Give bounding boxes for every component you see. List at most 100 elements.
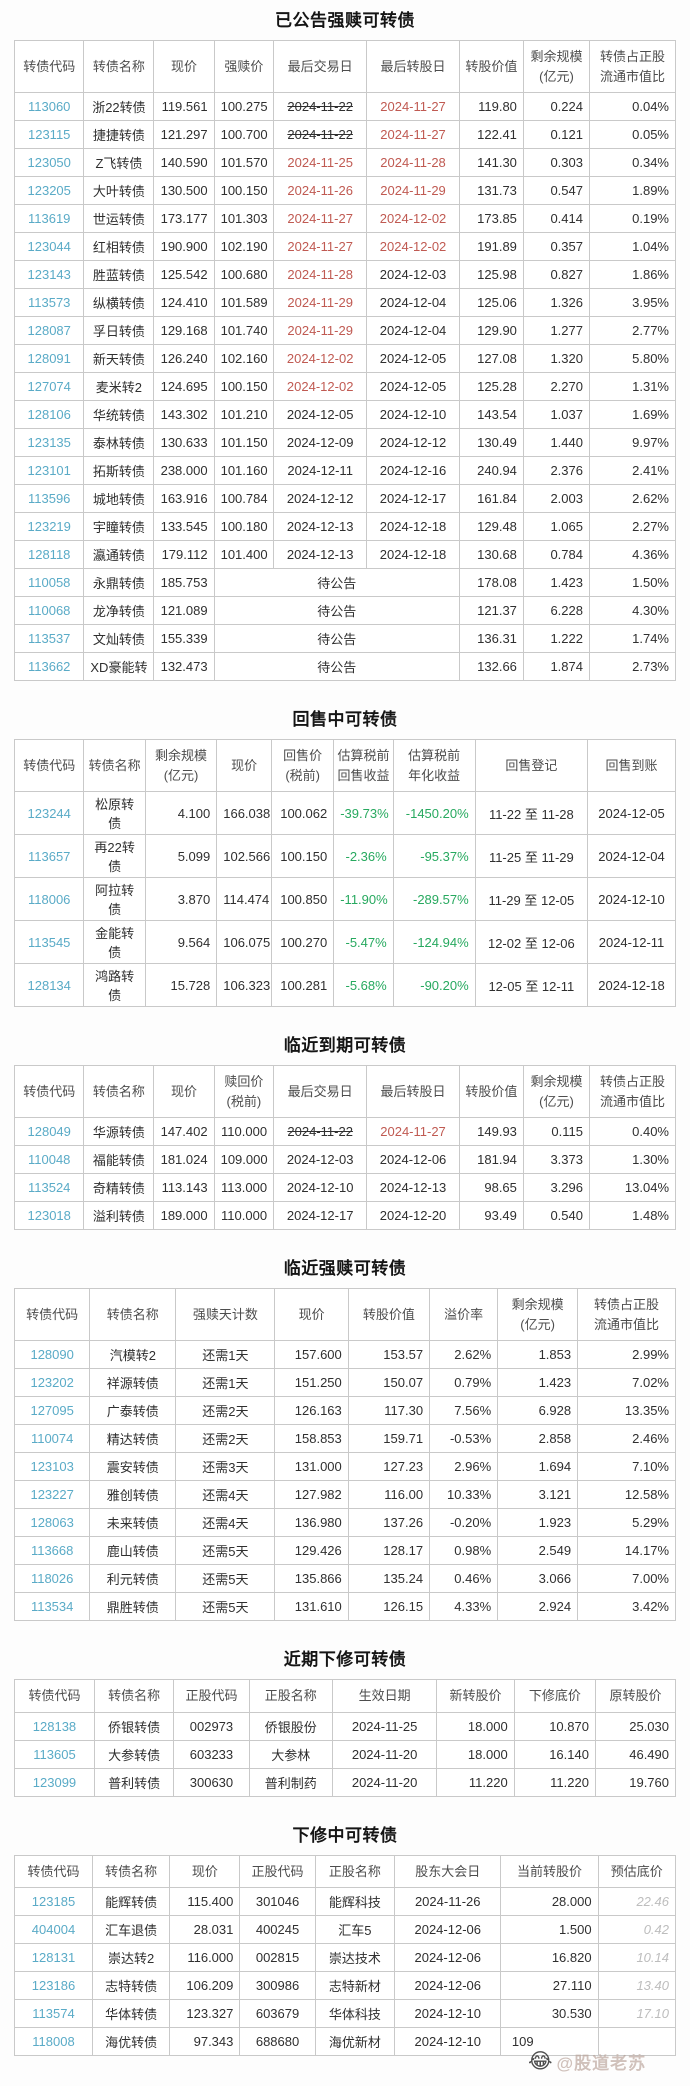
bond-code-link[interactable]: 123018: [13, 1201, 85, 1230]
bond-code-link[interactable]: 128131: [14, 1943, 93, 1972]
bond-code-link[interactable]: 128118: [13, 540, 85, 569]
table-cell: 2024-11-20: [331, 1739, 438, 1769]
table-cell: 130.500: [153, 176, 215, 205]
bond-code-link[interactable]: 118006: [13, 877, 85, 921]
bond-code-link[interactable]: 123205: [13, 176, 85, 205]
table-cell: 侨银股份: [248, 1711, 333, 1741]
header-row: 转债代码 转债名称 现价 强赎价 最后交易日 最后转股日 转股价值 剩余规模 (亿元) 转债占正…: [13, 40, 676, 93]
bond-code-link[interactable]: 123185: [14, 1887, 93, 1916]
table-cell: 2024-11-25: [273, 148, 368, 177]
table-row: 128106 华统转债 143.302 101.210 2024-12-05 2024-1…: [13, 400, 676, 429]
bond-code-link[interactable]: 113662: [13, 652, 85, 681]
bond-code-link[interactable]: 113573: [13, 288, 85, 317]
table-cell: 2024-12-05: [273, 400, 368, 429]
table-cell: 127.08: [458, 344, 524, 373]
bond-code-link[interactable]: 123227: [13, 1480, 91, 1509]
bond-code-link[interactable]: 128106: [13, 400, 85, 429]
bond-code-link[interactable]: 123099: [14, 1767, 95, 1797]
table-cell: 11.220: [513, 1767, 596, 1797]
bond-code-link[interactable]: 127095: [13, 1396, 91, 1425]
table-cell: 胜蓝转债: [83, 260, 155, 289]
bond-code-link[interactable]: 113060: [13, 92, 85, 121]
table-cell: 100.150: [213, 176, 275, 205]
table-title: 已公告强赎可转债: [275, 11, 415, 30]
table-cell: 2024-11-27: [366, 120, 460, 149]
table-cell: 106.323: [216, 963, 273, 1007]
bond-code-link[interactable]: 123044: [13, 232, 85, 261]
table-cell: 137.26: [347, 1508, 431, 1537]
table-cell: 0.19%: [589, 204, 676, 233]
bond-code-link[interactable]: 123101: [13, 456, 85, 485]
table-cell: 6.228: [522, 596, 591, 625]
table-row: 118006 阿拉转债 3.870 114.474 100.850 -11.90% -289…: [13, 877, 676, 921]
table-cell: 1.277: [522, 316, 591, 345]
column-header: 股东大会日: [394, 1854, 502, 1888]
bond-code-link[interactable]: 128134: [13, 963, 85, 1007]
table-row: 128063 未来转债 还需4天 136.980 137.26 -0.20% 1.923 5.…: [13, 1508, 676, 1537]
bond-code-link[interactable]: 113596: [13, 484, 85, 513]
table-cell: 100.275: [213, 92, 275, 121]
bond-code-link[interactable]: 123135: [13, 428, 85, 457]
table-cell: 173.177: [153, 204, 215, 233]
table-row: 123244 松原转债 4.100 166.038 100.062 -39.73% -145…: [13, 791, 676, 835]
bond-table: 转债代码 转债名称 现价 强赎价 最后交易日 最后转股日 转股价值 剩余规模 (亿元) 转债占正…: [13, 40, 676, 681]
bond-code-link[interactable]: 113524: [13, 1173, 85, 1202]
bond-code-link[interactable]: 128049: [13, 1117, 85, 1146]
bond-code-link[interactable]: 118008: [14, 2027, 93, 2056]
table-cell: 0.827: [522, 260, 591, 289]
bond-code-link[interactable]: 113619: [13, 204, 85, 233]
bond-code-link[interactable]: 110074: [13, 1424, 91, 1453]
bond-code-link[interactable]: 404004: [14, 1915, 93, 1944]
table-cell: 1.423: [522, 568, 591, 597]
table-cell: 2024-12-05: [587, 791, 676, 835]
table-cell: 2024-11-27: [366, 1117, 460, 1146]
column-header: 现价: [169, 1854, 241, 1888]
bond-code-link[interactable]: 123186: [14, 1971, 93, 2000]
bond-code-link[interactable]: 113657: [13, 834, 85, 878]
bond-code-link[interactable]: 113534: [13, 1592, 91, 1621]
table-cell: 2.003: [522, 484, 591, 513]
table-cell: 普利制药: [248, 1767, 333, 1797]
column-header: 转股价值: [347, 1288, 431, 1341]
table-row: 110074 精达转债 还需2天 158.853 159.71 -0.53% 2.858 2.…: [13, 1424, 676, 1453]
table-cell: 27.110: [500, 1971, 599, 2000]
bond-code-link[interactable]: 123115: [13, 120, 85, 149]
table-cell: 1.874: [522, 652, 591, 681]
bond-code-link[interactable]: 123103: [13, 1452, 91, 1481]
bond-code-link[interactable]: 128090: [13, 1340, 91, 1369]
bond-code-link[interactable]: 123050: [13, 148, 85, 177]
bond-code-link[interactable]: 127074: [13, 372, 85, 401]
bond-code-link[interactable]: 113545: [13, 920, 85, 964]
bond-code-link[interactable]: 128091: [13, 344, 85, 373]
bond-code-link[interactable]: 128138: [14, 1711, 95, 1741]
bond-code-link[interactable]: 113537: [13, 624, 85, 653]
table-cell: -289.57%: [392, 877, 476, 921]
bond-code-link[interactable]: 118026: [13, 1564, 91, 1593]
table-cell: 纵横转债: [83, 288, 155, 317]
table-cell: 1.853: [497, 1340, 579, 1369]
bond-code-link[interactable]: 113574: [14, 1999, 93, 2028]
column-header: 现价: [274, 1288, 349, 1341]
table-cell: 再22转债: [83, 834, 146, 878]
bond-code-link[interactable]: 128087: [13, 316, 85, 345]
table-cell: 龙净转债: [83, 596, 155, 625]
bond-code-link[interactable]: 128063: [13, 1508, 91, 1537]
table-cell: 广泰转债: [89, 1396, 177, 1425]
bond-code-link[interactable]: 123219: [13, 512, 85, 541]
bond-code-link[interactable]: 110068: [13, 596, 85, 625]
bond-code-link[interactable]: 113605: [14, 1739, 95, 1769]
bond-code-link[interactable]: 110058: [13, 568, 85, 597]
bond-code-link[interactable]: 123244: [13, 791, 85, 835]
column-header: 转债名称: [83, 1065, 155, 1118]
column-header: 剩余规模 (亿元): [144, 739, 218, 792]
table-cell: 2024-12-06: [366, 1145, 460, 1174]
table-cell: 2024-11-29: [273, 288, 368, 317]
bond-code-link[interactable]: 123143: [13, 260, 85, 289]
table-cell: 0.34%: [589, 148, 676, 177]
bond-code-link[interactable]: 113668: [13, 1536, 91, 1565]
bond-code-link[interactable]: 123202: [13, 1368, 91, 1397]
table-row: 113537 文灿转债 155.339 待公告 136.31 1.222 1.74%: [13, 624, 676, 653]
bond-code-link[interactable]: 110048: [13, 1145, 85, 1174]
table-cell: 普利转债: [93, 1767, 175, 1797]
table-row: 113605 大参转债 603233 大参林 2024-11-20 18.000 16.14…: [14, 1739, 677, 1769]
